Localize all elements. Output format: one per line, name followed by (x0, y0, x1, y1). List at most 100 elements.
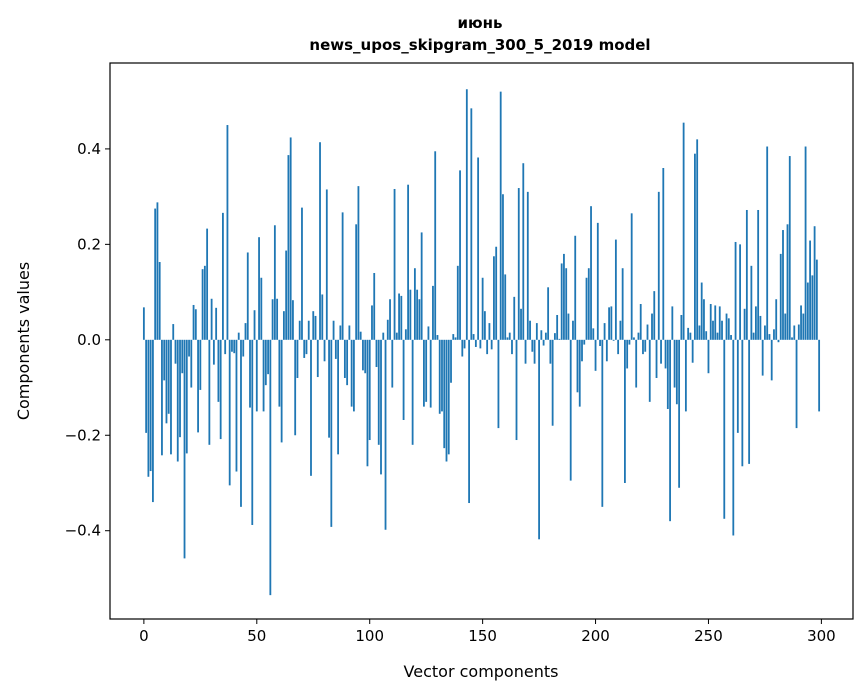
bar (285, 250, 288, 340)
bar (490, 339, 493, 350)
bar (461, 339, 464, 357)
bar (526, 191, 529, 340)
bar (739, 244, 741, 340)
y-axis-ticks: −0.4 −0.2 0.0 0.2 0.4 (65, 140, 110, 540)
y-tick-label: 0.0 (77, 331, 101, 349)
bar (786, 224, 789, 340)
bar (691, 339, 694, 363)
bar (386, 319, 389, 340)
bar (474, 339, 477, 347)
bar (793, 325, 796, 340)
bar (576, 339, 579, 393)
bar (529, 320, 531, 340)
bar (201, 269, 204, 340)
bar (813, 226, 816, 340)
bar (420, 232, 423, 340)
bar (712, 320, 714, 340)
chart-title: июнь (458, 14, 503, 32)
bar (741, 339, 744, 467)
chart-subtitle: news_upos_skipgram_300_5_2019 model (309, 36, 650, 54)
bar (330, 339, 333, 527)
bar (556, 314, 559, 340)
bar (287, 155, 290, 340)
bar (253, 310, 256, 340)
x-axis-ticks: 0 50 100 150 200 250 300 (139, 619, 836, 645)
bar (542, 339, 545, 346)
bar (174, 339, 177, 364)
bar (666, 339, 669, 410)
bar (454, 337, 457, 340)
bar (517, 188, 520, 340)
bar (768, 334, 771, 340)
bar (497, 339, 500, 429)
bar (705, 331, 708, 340)
bar (350, 339, 353, 407)
bar (761, 339, 764, 376)
bar (255, 339, 258, 412)
bar (549, 339, 552, 364)
bar (328, 339, 330, 438)
bar (463, 339, 466, 349)
bar (264, 339, 267, 386)
bar (400, 295, 403, 340)
bar (578, 339, 581, 407)
bar (520, 308, 522, 340)
bar (675, 339, 678, 405)
bar (447, 339, 450, 455)
bar (170, 339, 172, 455)
bar (558, 338, 561, 340)
bar (450, 339, 452, 383)
bar (773, 329, 775, 340)
bar (777, 339, 780, 343)
bar (811, 275, 814, 340)
y-axis-label: Components values (14, 262, 33, 420)
bar (377, 339, 380, 445)
bar (572, 320, 574, 340)
bar (797, 324, 800, 340)
bar (610, 306, 613, 340)
bar (233, 339, 236, 354)
bar (240, 339, 242, 507)
bar (258, 237, 260, 340)
bar (203, 265, 206, 340)
bar (506, 337, 509, 340)
bar (334, 339, 337, 359)
bar (775, 299, 778, 340)
bar (795, 339, 798, 429)
x-tick-label: 50 (247, 627, 266, 645)
bar (226, 125, 229, 340)
bar (156, 202, 159, 340)
bar (441, 339, 443, 412)
bar (364, 339, 367, 374)
bar (371, 305, 373, 340)
bar (465, 89, 468, 340)
bar (292, 300, 294, 340)
bar (745, 209, 748, 340)
bar (752, 332, 755, 340)
bar (163, 339, 166, 381)
bar (452, 334, 455, 340)
y-tick-label: 0.4 (77, 140, 101, 158)
bar (158, 262, 161, 340)
bar (538, 339, 540, 540)
bar (630, 213, 633, 340)
bar (172, 324, 175, 340)
bar (714, 305, 717, 340)
bar (289, 137, 292, 340)
bar (560, 263, 563, 340)
bar (599, 339, 601, 347)
bar (427, 326, 430, 340)
bar (393, 188, 396, 340)
bar (312, 311, 315, 340)
bar (470, 108, 473, 340)
bar (633, 337, 635, 340)
bar (183, 339, 186, 559)
bar (472, 334, 475, 340)
bar (314, 315, 317, 340)
bar (499, 91, 502, 340)
bar (391, 339, 394, 388)
bar (307, 320, 310, 340)
bar (806, 282, 809, 340)
bar (212, 339, 215, 365)
bar (384, 339, 387, 530)
